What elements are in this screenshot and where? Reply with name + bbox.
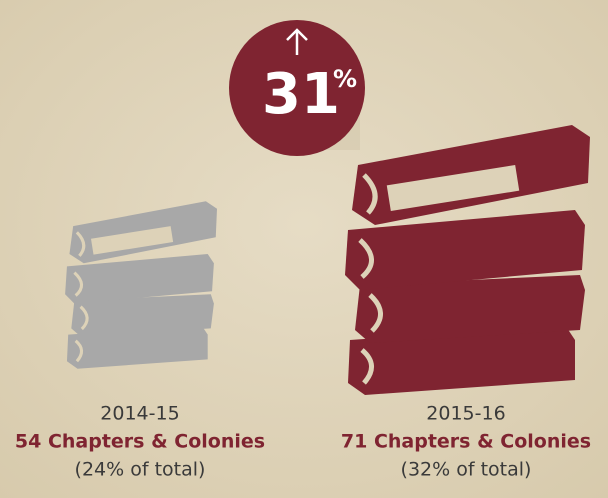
badge-unit: %	[333, 65, 357, 93]
year-label: 2015-16	[426, 403, 505, 425]
count-label: 71 Chapters & Colonies	[341, 431, 591, 453]
up-arrow	[286, 28, 308, 55]
badge-circle	[229, 20, 365, 156]
year-label: 2014-15	[100, 403, 179, 425]
badge-value: 31	[262, 62, 340, 127]
books-icon-red	[345, 125, 590, 395]
count-label: 54 Chapters & Colonies	[15, 431, 265, 453]
share-label: (32% of total)	[401, 459, 532, 481]
share-label: (24% of total)	[75, 459, 206, 481]
books-icon-gray	[63, 199, 217, 371]
